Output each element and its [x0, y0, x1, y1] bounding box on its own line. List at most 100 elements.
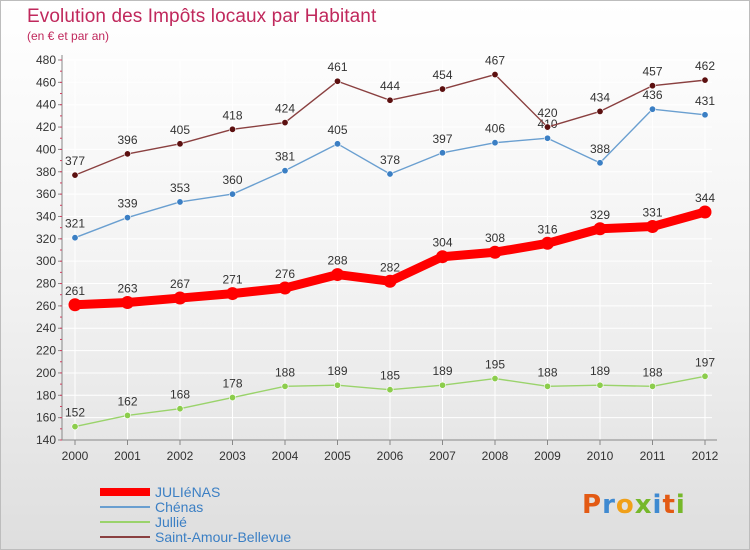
logo-letter: x: [634, 490, 653, 520]
data-point: [646, 220, 659, 234]
logo-letter: t: [662, 490, 676, 520]
data-label: 339: [117, 197, 137, 211]
y-tick-label: 400: [36, 142, 56, 156]
data-label: 188: [275, 365, 295, 379]
data-point: [541, 236, 554, 250]
data-point: [438, 85, 446, 93]
data-label: 178: [222, 377, 242, 391]
legend-swatch: [100, 536, 150, 538]
data-label: 271: [222, 273, 242, 287]
data-label: 454: [432, 68, 452, 82]
y-tick-label: 140: [36, 433, 56, 447]
x-tick-label: 2011: [640, 449, 666, 463]
data-label: 418: [222, 108, 242, 122]
data-label: 321: [65, 217, 85, 231]
data-label: 308: [485, 231, 505, 245]
x-tick-label: 2004: [272, 449, 299, 463]
data-label: 405: [170, 123, 190, 137]
y-tick-label: 160: [36, 411, 56, 425]
data-point: [648, 82, 656, 90]
legend-label: Jullié: [155, 514, 187, 530]
legend-swatch: [100, 488, 150, 496]
data-label: 189: [432, 364, 452, 378]
data-point: [68, 298, 82, 312]
data-label: 378: [380, 153, 400, 167]
data-point: [176, 198, 184, 206]
x-tick-label: 2000: [62, 449, 89, 463]
chart-subtitle: (en € et par an): [27, 29, 110, 43]
data-label: 467: [485, 54, 505, 68]
data-label: 304: [432, 236, 452, 250]
data-label: 431: [695, 94, 715, 108]
data-label: 434: [590, 90, 610, 104]
legend-swatch: [100, 506, 150, 508]
data-label: 185: [380, 369, 400, 383]
data-point: [281, 382, 289, 390]
proxiti-logo: Proxiti: [582, 490, 686, 520]
series-saint-amour-bellevue: 377 396 405 418 424 461 444 454 467 420 434 457 462: [65, 54, 715, 179]
x-tick-label: 2008: [482, 449, 509, 463]
y-tick-label: 320: [36, 232, 56, 246]
data-point: [438, 149, 446, 157]
data-point: [386, 386, 394, 394]
data-point: [124, 214, 132, 222]
data-label: 168: [170, 388, 190, 402]
y-tick-label: 460: [36, 75, 56, 89]
data-point: [333, 77, 341, 85]
y-tick-label: 300: [36, 254, 56, 268]
data-point: [71, 423, 79, 431]
data-point: [596, 107, 604, 115]
data-label: 457: [642, 65, 662, 79]
data-label: 381: [275, 150, 295, 164]
data-label: 189: [327, 364, 347, 378]
series-julli-: 152 162 168 178 188 189 185 189 195 188 189 188 197: [65, 355, 715, 431]
data-point: [281, 167, 289, 175]
x-tick-label: 2010: [587, 449, 614, 463]
data-label: 288: [327, 254, 347, 268]
data-label: 353: [170, 181, 190, 195]
data-point: [71, 171, 79, 179]
y-tick-label: 240: [36, 321, 56, 335]
data-point: [333, 140, 341, 148]
data-label: 329: [590, 208, 610, 222]
data-point: [71, 234, 79, 242]
data-label: 360: [222, 173, 242, 187]
x-tick-label: 2003: [219, 449, 246, 463]
logo-letter: i: [675, 490, 686, 520]
series-juli-nas: 261 263 267 271 276 288 282 304 308 316 329 331 344: [65, 191, 715, 312]
data-point: [229, 125, 237, 133]
data-point: [543, 134, 551, 142]
data-label: 261: [65, 284, 85, 298]
data-label: 195: [485, 358, 505, 372]
data-point: [333, 381, 341, 389]
legend-label: Saint-Amour-Bellevue: [155, 529, 292, 545]
y-tick-label: 260: [36, 299, 56, 313]
y-tick-label: 280: [36, 277, 56, 291]
data-label: 436: [642, 88, 662, 102]
x-tick-label: 2009: [534, 449, 561, 463]
y-tick-label: 440: [36, 98, 56, 112]
data-label: 152: [65, 406, 85, 420]
data-label: 388: [590, 142, 610, 156]
y-tick-label: 340: [36, 209, 56, 223]
x-tick-label: 2006: [377, 449, 404, 463]
plot-area: [62, 60, 712, 440]
logo-letter: r: [602, 490, 616, 520]
data-label: 396: [117, 133, 137, 147]
data-point: [648, 382, 656, 390]
data-point: [701, 76, 709, 84]
data-label: 397: [432, 132, 452, 146]
data-label: 444: [380, 79, 400, 93]
data-label: 344: [695, 191, 715, 205]
data-point: [383, 274, 397, 288]
data-label: 316: [537, 222, 557, 236]
y-tick-label: 380: [36, 165, 56, 179]
data-label: 162: [117, 394, 137, 408]
data-point: [226, 287, 239, 301]
data-point: [596, 159, 604, 167]
data-label: 197: [695, 355, 715, 369]
data-label: 461: [327, 60, 347, 74]
data-label: 276: [275, 267, 295, 281]
y-tick-label: 420: [36, 120, 56, 134]
